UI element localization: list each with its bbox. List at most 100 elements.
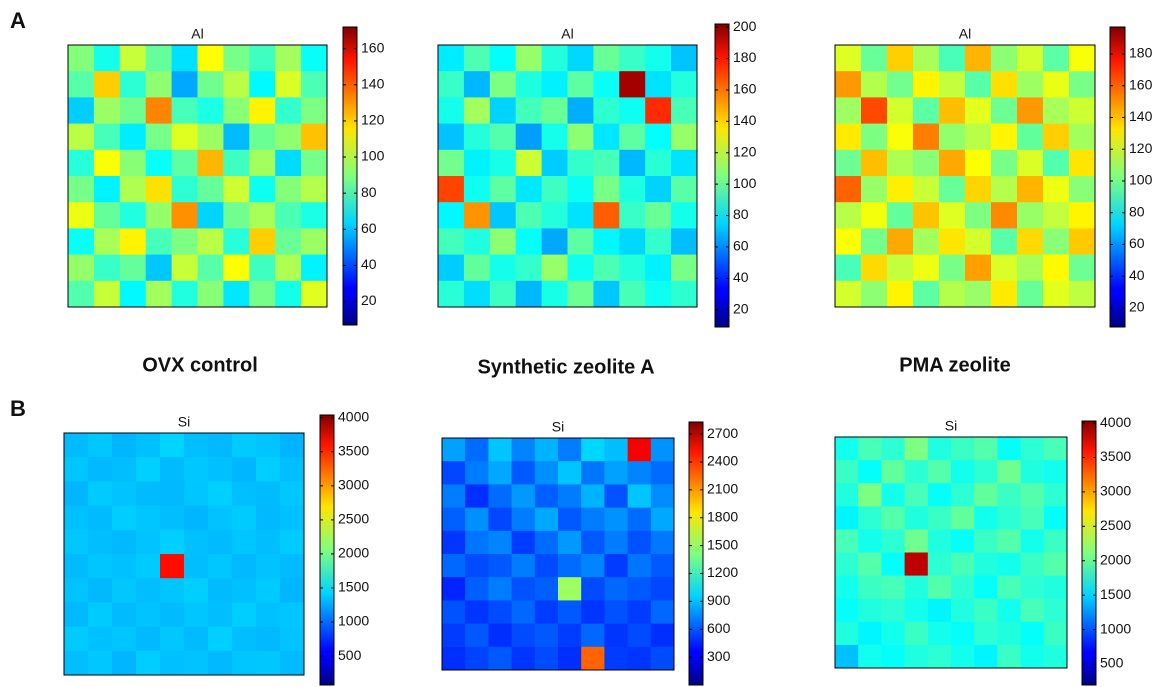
heatmap-cell (93, 202, 121, 229)
heatmap-cell (197, 228, 224, 256)
heatmap-cell (465, 577, 489, 601)
heatmap-cell (171, 176, 198, 203)
heatmap-cell (1069, 202, 1096, 229)
heatmap-cell (939, 123, 966, 151)
heatmap-cell (93, 97, 121, 125)
heatmap-cell (488, 530, 513, 555)
heatmap-cell (593, 280, 620, 308)
heatmap-cell (974, 552, 998, 577)
heatmap-cell (184, 578, 209, 603)
heatmap-cell (650, 530, 675, 555)
heatmap-cell (974, 506, 998, 530)
heatmap-cell (913, 71, 940, 98)
heatmap-cell (991, 123, 1018, 151)
heatmap-cell (567, 149, 594, 177)
colorbar-tick-label: 60 (1129, 235, 1145, 251)
heatmap-cell (184, 433, 209, 458)
heatmap-cell (558, 530, 582, 555)
heatmap-cell (275, 123, 302, 151)
heatmap-cell (88, 578, 113, 603)
heatmap-cell (671, 149, 698, 177)
heatmap-cell (904, 552, 929, 577)
heatmap-cell (1017, 123, 1044, 151)
heatmap-cell (197, 254, 224, 282)
heatmap-cell (112, 481, 137, 507)
heatmap-cell (136, 650, 161, 676)
heatmap-cell (645, 45, 672, 72)
heatmap-cell (1069, 176, 1096, 203)
heatmap-cell (861, 176, 888, 203)
heatmap-cell (442, 461, 466, 485)
heatmap-cell (619, 45, 646, 72)
heatmap-cell (1020, 437, 1045, 461)
heatmap-cell (965, 202, 992, 229)
colorbar (714, 23, 730, 328)
heatmap-cell (965, 228, 992, 256)
heatmap-cell (68, 202, 95, 229)
heatmap-cell (93, 254, 121, 282)
heatmap-cell (1020, 621, 1045, 646)
heatmap-cell (604, 623, 629, 648)
heatmap-cell (515, 71, 543, 98)
heatmap-cell (489, 202, 517, 229)
colorbar-tick-label: 2400 (707, 453, 738, 469)
colorbar-tick-label: 120 (361, 112, 385, 128)
heatmap-cell (197, 280, 224, 308)
heatmap-cell (223, 176, 250, 203)
heatmap-cell (965, 45, 992, 72)
heatmap-cell (1043, 552, 1068, 577)
heatmap-cell (489, 97, 517, 125)
colorbar-tick-label: 500 (1100, 655, 1124, 671)
heatmap-cell (249, 176, 276, 203)
heatmap-cell (160, 505, 185, 531)
heatmap-cell (208, 650, 233, 676)
heatmap-cell (1043, 280, 1070, 308)
heatmap-cell (541, 176, 568, 203)
heatmap-cell (558, 623, 582, 648)
heatmap-cell (604, 461, 629, 485)
heatmap-cell (511, 484, 536, 509)
heatmap-cell (68, 123, 95, 151)
heatmap-cell (627, 646, 652, 671)
heatmap-cell (280, 433, 305, 458)
heatmap-cell (301, 123, 328, 151)
heatmap-cell (671, 176, 698, 203)
colorbar-tick-label: 3000 (1100, 483, 1131, 499)
colorbar-tick-label: 100 (733, 175, 757, 191)
colorbar-tick-label: 180 (1129, 45, 1153, 61)
heatmap-cell (835, 254, 862, 282)
colorbar-tick-label: 2000 (1100, 551, 1131, 567)
heatmap-cell (645, 149, 672, 177)
heatmap-cell (488, 554, 513, 578)
heatmap-cell (1043, 123, 1070, 151)
heatmap-cell (927, 437, 952, 461)
heatmap-cell (974, 437, 998, 461)
heatmap-cell (1069, 149, 1096, 177)
heatmap-cell (256, 529, 281, 555)
heatmap-cell (567, 45, 594, 72)
heatmap-cell (951, 529, 975, 553)
heatmap-cell (567, 123, 594, 151)
heatmap-cell (280, 457, 305, 482)
heatmap-cell (1020, 598, 1045, 623)
heatmap-cell (650, 438, 675, 462)
heatmap-cell (119, 71, 147, 98)
heatmap-cell (997, 598, 1022, 623)
heatmap-cell (604, 484, 629, 509)
heatmap-cell (861, 123, 888, 151)
heatmap-cell (275, 202, 302, 229)
colorbar-tick-label: 300 (707, 648, 731, 664)
heatmap-cell (489, 176, 517, 203)
heatmap-cell (951, 575, 975, 600)
heatmap-cell (881, 552, 906, 577)
heatmap-cell (489, 254, 517, 282)
heatmap-cell (511, 623, 536, 648)
heatmap-cell (438, 280, 465, 308)
heatmap-cell (858, 460, 882, 484)
heatmap-cell (488, 600, 513, 625)
heatmap-cell (534, 554, 559, 578)
heatmap-cell (119, 176, 147, 203)
heatmap-cell (881, 529, 906, 553)
heatmap-cell (645, 123, 672, 151)
heatmap-cell (119, 280, 147, 308)
